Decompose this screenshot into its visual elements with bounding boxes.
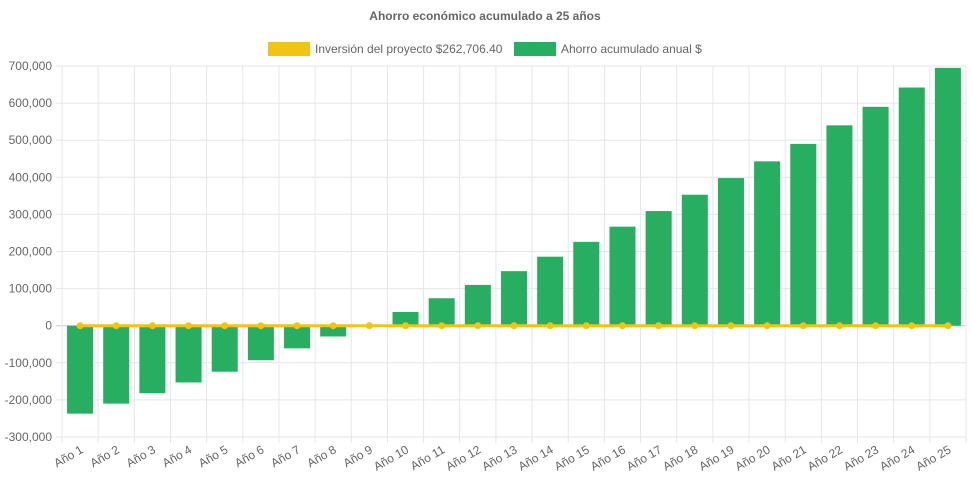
x-tick-label: Año 7 [268, 442, 302, 470]
bar[interactable] [573, 241, 600, 326]
line-point[interactable] [293, 322, 301, 330]
legend: Inversión del proyecto $262,706.40 Ahorr… [268, 42, 702, 56]
bar[interactable] [211, 325, 238, 372]
x-tick-label: Año 2 [88, 442, 122, 470]
y-tick-label: 600,000 [9, 96, 53, 110]
line-point[interactable] [727, 322, 735, 330]
bar[interactable] [392, 311, 419, 326]
bar[interactable] [826, 125, 853, 326]
bar[interactable] [934, 67, 961, 326]
line-point[interactable] [185, 322, 193, 330]
x-tick-label: Año 6 [232, 442, 266, 470]
line-point[interactable] [799, 322, 807, 330]
bar[interactable] [103, 325, 130, 404]
x-axis-ticks: Año 1 Año 2 Año 3 Año 4 Año 5 Año 6 Año 7 Año 8… [51, 442, 953, 473]
y-tick-label: 200,000 [9, 245, 53, 259]
line-point[interactable] [221, 322, 229, 330]
x-tick-label: Año 12 [443, 442, 483, 473]
x-tick-label: Año 19 [697, 442, 737, 473]
x-tick-label: Año 8 [305, 442, 339, 470]
bar[interactable] [67, 325, 94, 414]
y-tick-label: 0 [45, 319, 52, 333]
y-tick-label: 400,000 [9, 170, 53, 184]
line-point[interactable] [510, 322, 518, 330]
x-tick-label: Año 5 [196, 442, 230, 470]
bar[interactable] [464, 284, 491, 326]
y-tick-label: 700,000 [9, 59, 53, 73]
line-point[interactable] [872, 322, 880, 330]
bar[interactable] [428, 298, 455, 326]
x-tick-label: Año 16 [588, 442, 628, 473]
x-tick-label: Año 14 [516, 442, 556, 473]
line-point[interactable] [691, 322, 699, 330]
legend-swatch-inversion[interactable] [268, 42, 310, 56]
x-tick-label: Año 10 [371, 442, 411, 473]
line-point[interactable] [438, 322, 446, 330]
x-tick-label: Año 20 [733, 442, 773, 473]
bar[interactable] [247, 325, 274, 361]
y-axis-ticks: 700,000 600,000 500,000 400,000 300,000 200,0… [5, 59, 53, 444]
y-tick-label: 300,000 [9, 207, 53, 221]
line-point[interactable] [112, 322, 120, 330]
line-point[interactable] [148, 322, 156, 330]
x-tick-label: Año 25 [913, 442, 953, 473]
line-point[interactable] [655, 322, 663, 330]
x-tick-label: Año 24 [877, 442, 917, 473]
x-tick-label: Año 21 [769, 442, 809, 473]
line-point[interactable] [329, 322, 337, 330]
y-tick-label: 100,000 [9, 282, 53, 296]
bar[interactable] [898, 87, 925, 326]
bar[interactable] [609, 226, 636, 326]
bar[interactable] [645, 211, 672, 326]
x-tick-label: Año 23 [841, 442, 881, 473]
legend-label-inversion[interactable]: Inversión del proyecto $262,706.40 [315, 42, 503, 56]
y-tick-label: -300,000 [5, 430, 53, 444]
y-tick-label: -200,000 [5, 393, 53, 407]
bar[interactable] [500, 271, 528, 326]
bar[interactable] [790, 143, 817, 326]
line-point[interactable] [582, 322, 590, 330]
x-tick-label: Año 1 [51, 442, 85, 470]
bar[interactable] [717, 178, 744, 326]
x-tick-label: Año 3 [124, 442, 158, 470]
x-tick-label: Año 4 [160, 442, 194, 470]
line-point[interactable] [908, 322, 916, 330]
legend-swatch-ahorro[interactable] [514, 42, 556, 56]
line-point[interactable] [944, 322, 952, 330]
chart-title: Ahorro económico acumulado a 25 años [369, 9, 601, 23]
x-tick-label: Año 9 [341, 442, 375, 470]
bar[interactable] [320, 325, 347, 337]
bar[interactable] [537, 256, 564, 326]
line-point[interactable] [835, 322, 843, 330]
x-tick-label: Año 18 [660, 442, 700, 473]
line-point[interactable] [618, 322, 626, 330]
y-tick-label: 500,000 [9, 133, 53, 147]
line-point[interactable] [76, 322, 84, 330]
line-point[interactable] [402, 322, 410, 330]
line-series [76, 322, 952, 330]
line-point[interactable] [763, 322, 771, 330]
line-point[interactable] [365, 322, 373, 330]
line-point[interactable] [546, 322, 554, 330]
legend-label-ahorro[interactable]: Ahorro acumulado anual $ [561, 42, 702, 56]
y-tick-label: -100,000 [5, 356, 53, 370]
bar[interactable] [754, 161, 781, 326]
line-point[interactable] [474, 322, 482, 330]
bar[interactable] [284, 325, 311, 349]
bar[interactable] [139, 325, 166, 394]
bar-series [67, 67, 961, 414]
bar[interactable] [862, 106, 889, 326]
bar[interactable] [175, 325, 202, 383]
grid [56, 65, 967, 443]
x-tick-label: Año 17 [624, 442, 664, 473]
x-tick-label: Año 11 [408, 442, 447, 473]
line-point[interactable] [257, 322, 265, 330]
x-tick-label: Año 13 [480, 442, 520, 473]
x-tick-label: Año 22 [805, 442, 845, 473]
x-tick-label: Año 15 [552, 442, 592, 473]
bar[interactable] [681, 194, 708, 326]
